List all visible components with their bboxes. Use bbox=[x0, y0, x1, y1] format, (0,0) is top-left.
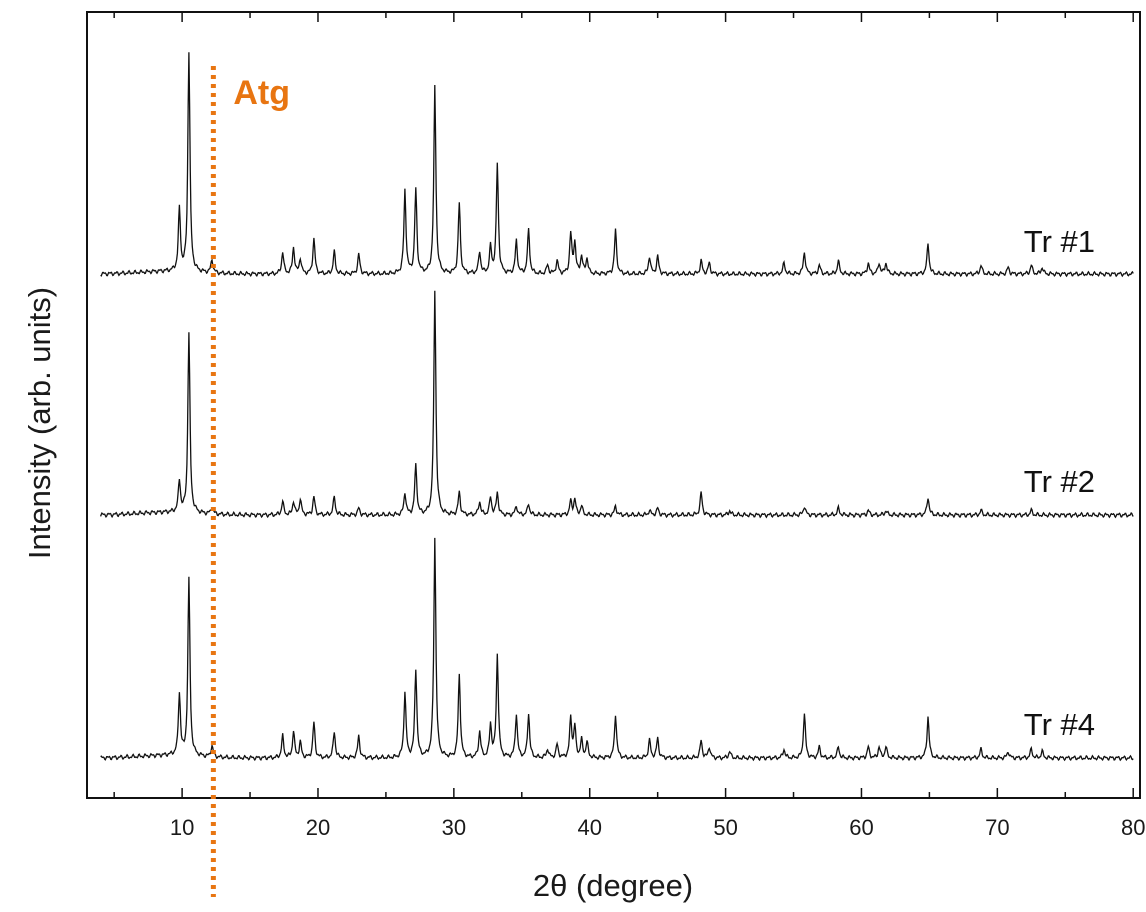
series-layer bbox=[99, 52, 1134, 762]
y-axis-title: Intensity (arb. units) bbox=[22, 287, 57, 559]
series-label-3: Tr #4 bbox=[1024, 707, 1095, 742]
x-tick-label: 10 bbox=[170, 815, 194, 840]
x-tick-label: 30 bbox=[442, 815, 466, 840]
annotation-layer: Atg bbox=[210, 66, 290, 897]
annotation-label: Atg bbox=[233, 74, 290, 112]
series-labels: Tr #1 Tr #2 Tr #4 bbox=[1024, 224, 1095, 742]
x-tick-label: 50 bbox=[713, 815, 737, 840]
x-axis: 10 20 30 40 50 60 70 80 bbox=[113, 12, 1145, 840]
series-label-2: Tr #2 bbox=[1024, 464, 1095, 499]
x-tick-label: 80 bbox=[1121, 815, 1145, 840]
x-tick-label: 60 bbox=[849, 815, 873, 840]
series-label-1: Tr #1 bbox=[1024, 224, 1095, 259]
series-line-3 bbox=[100, 537, 1134, 762]
x-tick-label: 40 bbox=[577, 815, 601, 840]
x-tick-label: 20 bbox=[306, 815, 330, 840]
plot-frame bbox=[86, 11, 1141, 799]
series-line-2 bbox=[99, 290, 1134, 519]
x-axis-title: 2θ (degree) bbox=[533, 868, 693, 903]
x-tick-label: 70 bbox=[985, 815, 1009, 840]
series-line-1 bbox=[100, 52, 1134, 278]
